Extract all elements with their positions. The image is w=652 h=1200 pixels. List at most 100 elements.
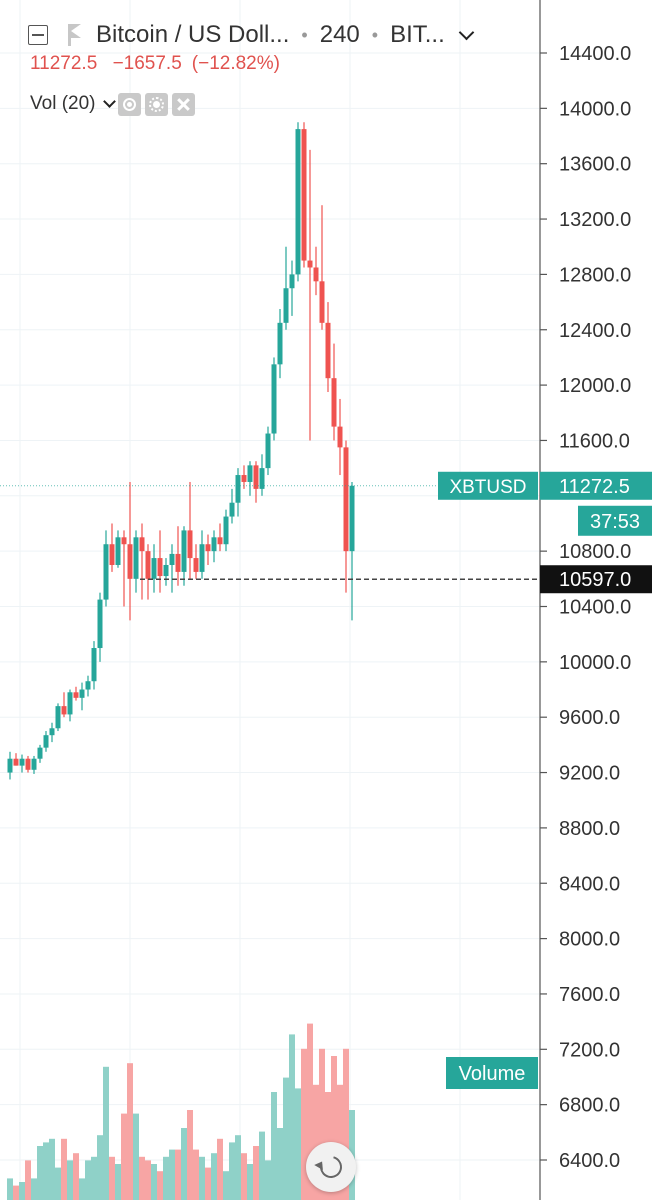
crosshair-price-tag [540, 565, 652, 594]
exchange-label[interactable]: BIT... [390, 21, 445, 48]
volume-indicator-label[interactable]: Vol (20) [30, 93, 96, 114]
axis-tick-label: 6400.0 [559, 1150, 620, 1172]
candle-body [67, 692, 73, 715]
volume-bar [73, 1153, 79, 1200]
volume-bar [295, 1088, 301, 1200]
candle-body [145, 551, 151, 579]
volume-bars [7, 1023, 355, 1200]
chevron-down-icon[interactable] [103, 95, 117, 108]
close-icon[interactable] [172, 92, 196, 116]
axis-tick-label: 12000.0 [559, 375, 631, 397]
candle-body [73, 692, 79, 698]
candle-body [61, 706, 67, 715]
candle-body [109, 544, 115, 565]
candle-body [13, 758, 19, 766]
axis-tick-label: 13200.0 [559, 209, 631, 231]
axis-tick-label: 8800.0 [559, 818, 620, 840]
separator-dot: • [301, 24, 308, 45]
candle-body [169, 553, 175, 565]
axis-tick-label: 11600.0 [559, 430, 630, 452]
volume-bar [217, 1138, 223, 1200]
candle-body [193, 558, 199, 572]
candle-body [55, 706, 61, 729]
gear-icon[interactable] [145, 92, 169, 116]
collapse-icon[interactable] [28, 25, 48, 45]
volume-bar [235, 1135, 241, 1200]
symbol-row[interactable]: Bitcoin / US Doll... • 240 • BIT... [28, 18, 475, 52]
axis-tick-label: 10800.0 [559, 541, 631, 563]
candle-body [235, 475, 241, 503]
volume-bar [271, 1092, 277, 1200]
candle-body [343, 447, 349, 552]
axis-tick-label: 7200.0 [559, 1039, 620, 1061]
interval-label[interactable]: 240 [319, 21, 360, 48]
volume-bar [313, 1084, 319, 1200]
candle-body [313, 267, 319, 282]
flag-icon[interactable] [66, 24, 86, 46]
candle-body [139, 537, 145, 552]
axis-tick-label: 13600.0 [559, 154, 631, 176]
separator-dot: • [371, 24, 379, 45]
volume-bar [151, 1164, 157, 1200]
candle-body [229, 502, 235, 517]
countdown-tag [578, 505, 652, 536]
price-axis[interactable]: 14400.0 14000.0 13600.0 13200.0 12800.0 12400… [438, 0, 652, 1200]
volume-bar [181, 1128, 187, 1200]
candle-body [43, 735, 49, 748]
volume-bar [103, 1066, 109, 1200]
candle-body [163, 564, 169, 577]
volume-bar [223, 1171, 229, 1200]
volume-bar [37, 1146, 43, 1200]
volume-bar [319, 1048, 325, 1200]
candle-body [7, 758, 13, 773]
candle-body [37, 747, 43, 759]
candle-body [187, 530, 193, 559]
chart-overlay [0, 485, 540, 580]
candle-body [253, 465, 259, 489]
volume-bar [229, 1142, 235, 1200]
eye-icon[interactable] [118, 92, 142, 116]
countdown-label: 37:53 [590, 511, 640, 533]
volume-bar [169, 1149, 175, 1200]
volume-bar [61, 1138, 67, 1200]
last-price-label: 11272.5 [559, 476, 630, 498]
symbol-tag-label: XBTUSD [449, 477, 526, 498]
volume-bar [259, 1131, 265, 1200]
candle-body [259, 468, 265, 489]
volume-bar [205, 1167, 211, 1200]
candle-body [199, 544, 205, 572]
axis-tick-label: 8000.0 [559, 929, 620, 951]
candle-body [271, 364, 277, 434]
chevron-down-icon[interactable] [458, 24, 475, 40]
candle-body [241, 475, 247, 482]
candle-body [175, 553, 181, 572]
candle-body [289, 274, 295, 289]
candle-body [211, 537, 217, 552]
crosshair-price-label: 10597.0 [559, 569, 631, 591]
volume-bar [49, 1138, 55, 1200]
last-price: 11272.5 [30, 53, 98, 74]
axis-tick-label: 8400.0 [559, 873, 620, 895]
reset-chart-button[interactable] [306, 1142, 356, 1192]
volume-bar [13, 1185, 19, 1200]
candle-body [103, 544, 109, 600]
volume-bar [25, 1160, 31, 1200]
volume-bar [91, 1156, 97, 1200]
candle-body [337, 426, 343, 448]
volume-bar [79, 1178, 85, 1200]
volume-bar [175, 1149, 181, 1200]
candle-body [265, 433, 271, 469]
volume-bar [85, 1160, 91, 1200]
candle-body [247, 465, 253, 482]
symbol-title[interactable]: Bitcoin / US Doll... [96, 21, 290, 48]
candle-body [91, 648, 97, 682]
volume-bar [241, 1153, 247, 1200]
volume-bar [19, 1182, 25, 1200]
candle-body [277, 322, 283, 365]
candle-body [121, 537, 127, 545]
candle-body [301, 129, 307, 261]
candle-body [295, 129, 301, 275]
volume-tag-label: Volume [459, 1063, 526, 1085]
chart-grid [0, 0, 540, 1200]
